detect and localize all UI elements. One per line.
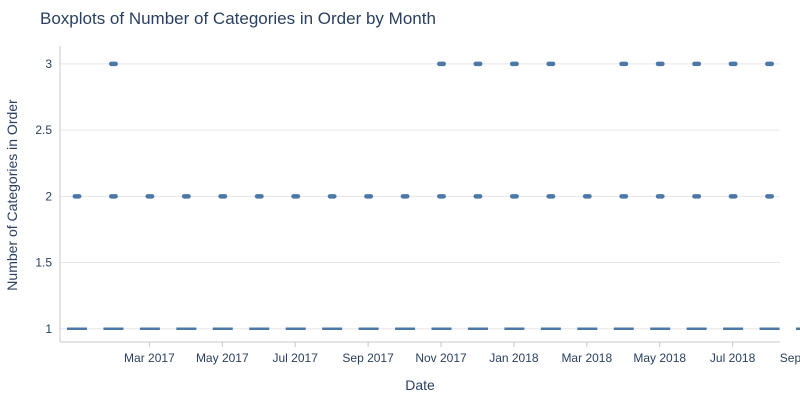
month-box (322, 194, 343, 331)
month-box (212, 194, 233, 331)
month-box (504, 61, 525, 331)
x-tick-label: May 2018 (633, 351, 686, 365)
month-box (358, 194, 379, 331)
x-tick-label: Mar 2017 (124, 351, 175, 365)
month-box (67, 194, 87, 331)
y-tick-label: 2.5 (35, 123, 52, 137)
y-axis-title: Number of Categories in Order (4, 99, 20, 291)
month-box (540, 61, 561, 331)
x-tick-label: Jan 2018 (489, 351, 539, 365)
chart-title: Boxplots of Number of Categories in Orde… (40, 9, 436, 28)
box-series (67, 61, 800, 331)
month-box (650, 61, 671, 331)
month-box (139, 194, 160, 331)
x-axis-title: Date (405, 377, 435, 393)
x-tick-labels: Mar 2017 May 2017 Jul 2017 Sep 2017 Nov 2017… (124, 342, 800, 365)
month-box (103, 61, 124, 331)
month-box (796, 327, 800, 331)
month-box (285, 194, 306, 331)
x-tick-label: Jul 2018 (710, 351, 756, 365)
x-tick-label: Sep 2018 (780, 351, 800, 365)
x-tick-label: Jul 2017 (273, 351, 319, 365)
month-box (249, 194, 270, 331)
month-box (395, 194, 416, 331)
month-box (686, 61, 707, 331)
y-tick-label: 3 (45, 57, 52, 71)
grid-lines (60, 63, 780, 330)
month-box (467, 61, 488, 331)
y-tick-label: 1.5 (35, 256, 52, 270)
axes (59, 46, 780, 343)
x-tick-label: Mar 2018 (561, 351, 612, 365)
y-tick-label: 1 (45, 322, 52, 336)
y-tick-label: 2 (45, 189, 52, 203)
month-box (577, 194, 598, 331)
month-box (431, 61, 452, 331)
y-tick-labels: 1 1.5 2 2.5 3 (35, 57, 52, 336)
month-box (759, 61, 780, 331)
month-box (613, 61, 634, 331)
x-tick-label: May 2017 (196, 351, 249, 365)
month-box (176, 194, 197, 331)
x-tick-label: Nov 2017 (415, 351, 467, 365)
x-tick-label: Sep 2017 (342, 351, 394, 365)
month-box (723, 61, 744, 331)
